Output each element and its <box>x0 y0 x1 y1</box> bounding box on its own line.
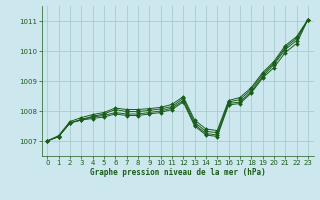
X-axis label: Graphe pression niveau de la mer (hPa): Graphe pression niveau de la mer (hPa) <box>90 168 266 177</box>
